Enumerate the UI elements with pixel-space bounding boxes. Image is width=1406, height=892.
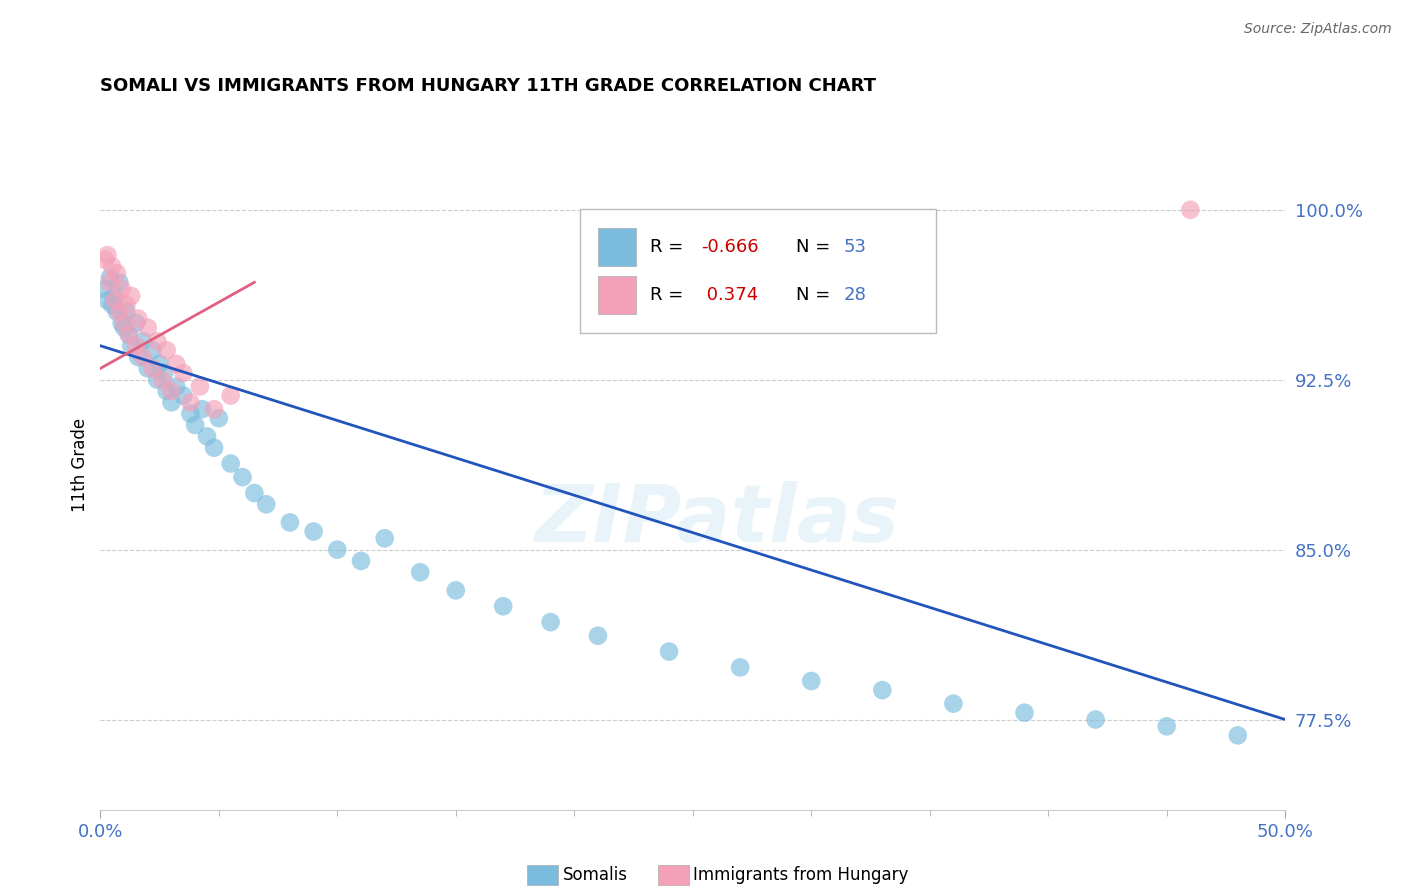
Point [800,673,823,688]
Point [202,402,225,417]
Point [184,417,207,432]
Point [127,311,149,326]
Text: 0.374: 0.374 [702,286,758,304]
Point [302,524,325,539]
Point [136,320,159,334]
Point [409,566,432,580]
Text: 53: 53 [844,238,866,256]
Point [125,316,148,330]
Point [160,384,183,398]
Point [278,516,301,530]
Point [492,599,515,614]
Point [872,683,894,698]
Point [103,289,125,303]
Text: N =: N = [796,286,835,304]
Point [160,395,183,409]
Point [942,697,965,711]
Point [149,357,172,371]
Text: R =: R = [650,238,689,256]
Point [115,305,138,319]
Point [150,373,173,387]
Point [191,402,214,417]
Point [98,270,121,285]
Point [586,629,609,643]
Point [120,339,142,353]
Point [120,289,142,303]
Text: N =: N = [796,238,835,256]
Point [118,327,141,342]
Point [1226,728,1249,742]
Point [105,305,128,319]
Point [219,388,242,402]
Point [108,305,131,319]
Text: SOMALI VS IMMIGRANTS FROM HUNGARY 11TH GRADE CORRELATION CHART: SOMALI VS IMMIGRANTS FROM HUNGARY 11TH G… [100,78,876,95]
Point [96,293,118,308]
Point [156,343,179,358]
Point [101,298,124,312]
Point [103,293,125,308]
Point [326,542,349,557]
Bar [598,228,636,266]
Point [165,379,187,393]
Point [111,282,134,296]
Point [112,320,135,334]
Point [146,334,169,349]
Point [1156,719,1178,733]
Text: 28: 28 [844,286,866,304]
Point [728,660,751,674]
Point [125,339,148,353]
Point [202,441,225,455]
Point [146,373,169,387]
Point [179,407,201,421]
Text: -0.666: -0.666 [702,238,759,256]
Point [136,361,159,376]
Point [1180,202,1202,217]
Point [374,531,396,545]
Point [188,379,211,393]
Text: Somalis: Somalis [562,866,627,884]
Point [658,644,681,658]
Point [243,486,266,500]
Y-axis label: 11th Grade: 11th Grade [72,417,89,512]
Text: Source: ZipAtlas.com: Source: ZipAtlas.com [1244,22,1392,37]
Point [179,395,201,409]
Text: ZIPatlas: ZIPatlas [534,481,898,559]
Point [1014,706,1036,720]
Point [208,411,231,425]
Point [350,554,373,568]
Point [444,583,467,598]
Point [132,350,155,364]
Point [112,316,135,330]
Point [141,361,163,376]
Bar [598,277,636,314]
Point [94,252,117,267]
Point [118,327,141,342]
Point [94,282,117,296]
Point [105,266,128,280]
Text: R =: R = [650,286,689,304]
Point [540,615,562,629]
Point [165,357,187,371]
Point [98,275,121,289]
Point [96,248,118,262]
Point [132,334,155,349]
Point [172,388,194,402]
Point [172,366,194,380]
Point [219,457,242,471]
Point [254,497,277,511]
Point [141,343,163,358]
Point [115,298,138,312]
Point [153,366,176,380]
Point [111,316,134,330]
Text: Immigrants from Hungary: Immigrants from Hungary [693,866,908,884]
Point [101,260,124,274]
Point [231,470,253,484]
FancyBboxPatch shape [581,209,935,334]
Point [156,384,179,398]
Point [195,429,218,443]
Point [108,275,131,289]
Point [1084,713,1107,727]
Point [127,350,149,364]
